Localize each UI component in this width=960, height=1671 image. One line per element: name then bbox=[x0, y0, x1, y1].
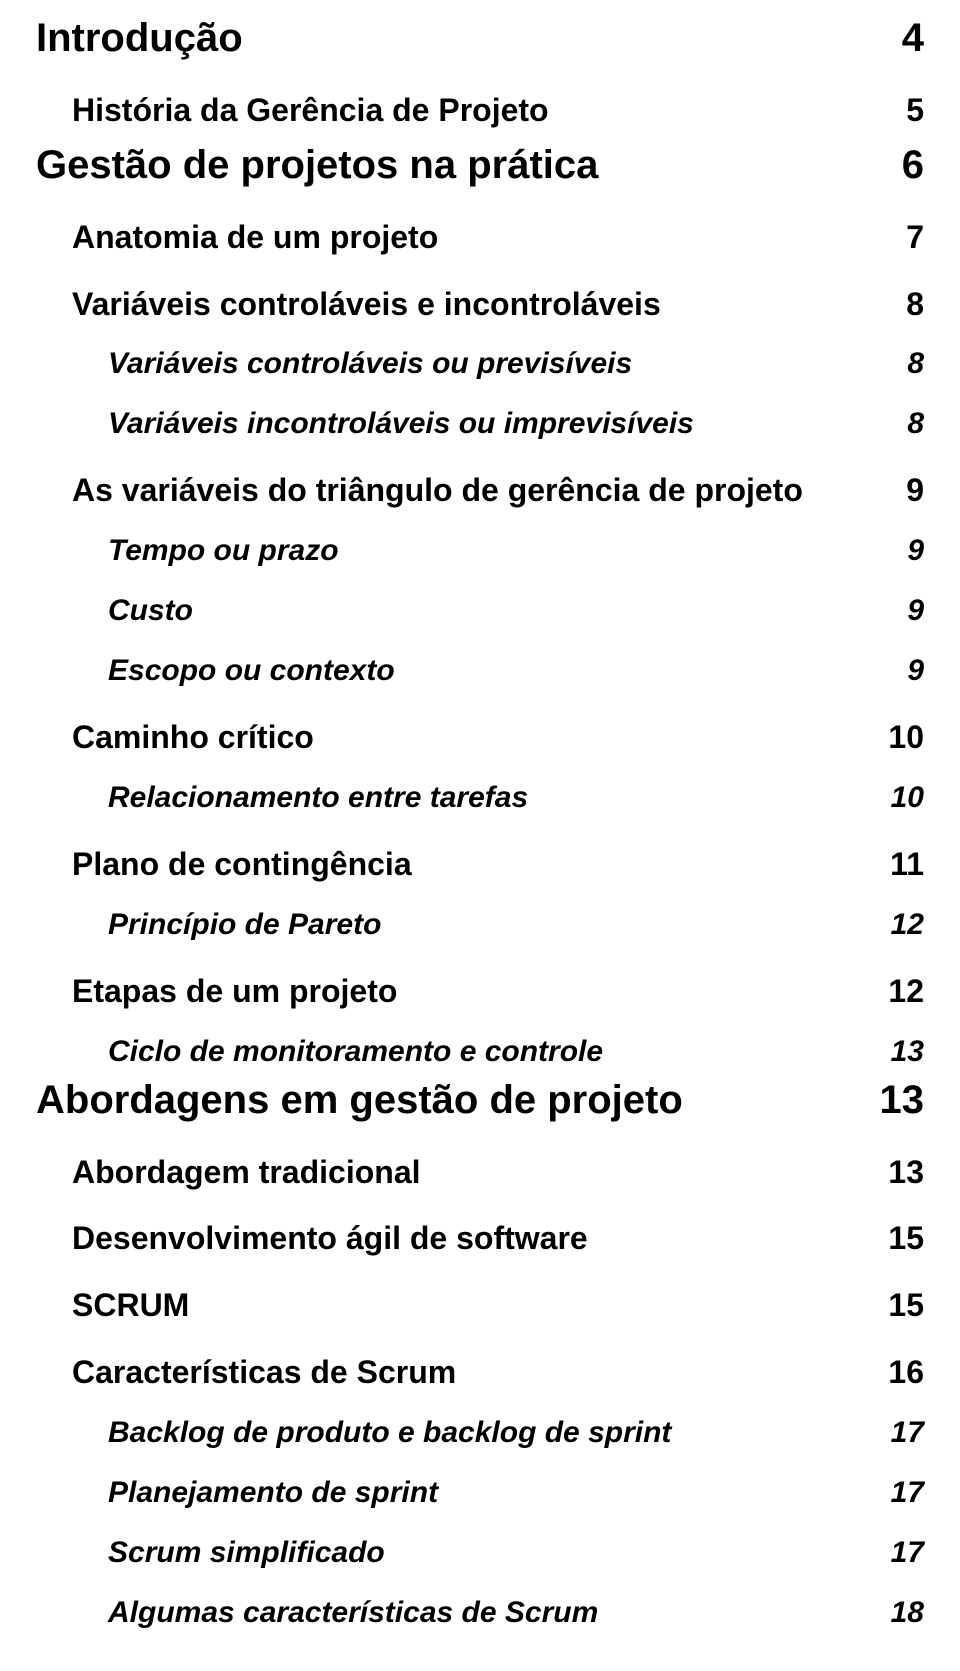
toc-entry-label: Gestão de projetos na prática bbox=[36, 143, 864, 187]
toc-entry-page: 17 bbox=[864, 1535, 924, 1571]
toc-entry-page: 16 bbox=[864, 1354, 924, 1391]
toc-entry-page: 4 bbox=[864, 16, 924, 60]
toc-entry: Ciclo de monitoramento e controle13 bbox=[108, 1034, 924, 1070]
toc-entry: Tempo ou prazo9 bbox=[108, 533, 924, 569]
toc-entry: SCRUM15 bbox=[72, 1287, 924, 1324]
toc-entry-page: 6 bbox=[864, 143, 924, 187]
toc-entry-label: Plano de contingência bbox=[72, 846, 864, 883]
toc-entry-label: Etapas de um projeto bbox=[72, 973, 864, 1010]
toc-entry-page: 9 bbox=[864, 653, 924, 689]
toc-entry-page: 10 bbox=[864, 719, 924, 756]
toc-entry: Caminho crítico10 bbox=[72, 719, 924, 756]
toc-entry-label: Escopo ou contexto bbox=[108, 653, 864, 689]
toc-entry: Algumas características de Scrum18 bbox=[108, 1595, 924, 1631]
toc-entry: Anatomia de um projeto7 bbox=[72, 219, 924, 256]
toc-entry-page: 18 bbox=[864, 1595, 924, 1631]
toc-entry: Variáveis controláveis e incontroláveis8 bbox=[72, 286, 924, 323]
toc-entry: Características de Scrum16 bbox=[72, 1354, 924, 1391]
toc-entry-label: Abordagem tradicional bbox=[72, 1154, 864, 1191]
toc-entry: Abordagem tradicional13 bbox=[72, 1154, 924, 1191]
toc-entry-label: Abordagens em gestão de projeto bbox=[36, 1078, 864, 1122]
toc-entry-page: 17 bbox=[864, 1475, 924, 1511]
toc-entry-label: Características de Scrum bbox=[72, 1354, 864, 1391]
toc-entry: Abordagens em gestão de projeto13 bbox=[36, 1078, 924, 1122]
toc-entry-label: Variáveis controláveis ou previsíveis bbox=[108, 346, 864, 382]
toc-entry-label: Desenvolvimento ágil de software bbox=[72, 1220, 864, 1257]
toc-entry: Variáveis incontroláveis ou imprevisívei… bbox=[108, 406, 924, 442]
table-of-contents: Introdução4História da Gerência de Proje… bbox=[36, 16, 924, 1631]
toc-entry-label: Scrum simplificado bbox=[108, 1535, 864, 1571]
toc-entry-page: 7 bbox=[864, 219, 924, 256]
toc-entry-label: Variáveis incontroláveis ou imprevisívei… bbox=[108, 406, 864, 442]
toc-entry: Variáveis controláveis ou previsíveis8 bbox=[108, 346, 924, 382]
toc-entry-label: História da Gerência de Projeto bbox=[72, 92, 864, 129]
toc-entry-page: 11 bbox=[864, 846, 924, 883]
toc-entry-page: 13 bbox=[864, 1154, 924, 1191]
toc-entry: Custo9 bbox=[108, 593, 924, 629]
toc-entry: Introdução4 bbox=[36, 16, 924, 60]
toc-entry-label: Backlog de produto e backlog de sprint bbox=[108, 1415, 864, 1451]
toc-entry: Relacionamento entre tarefas10 bbox=[108, 780, 924, 816]
toc-entry: Backlog de produto e backlog de sprint17 bbox=[108, 1415, 924, 1451]
toc-entry-page: 17 bbox=[864, 1415, 924, 1451]
toc-entry: Planejamento de sprint17 bbox=[108, 1475, 924, 1511]
toc-entry-label: Relacionamento entre tarefas bbox=[108, 780, 864, 816]
toc-entry: Desenvolvimento ágil de software15 bbox=[72, 1220, 924, 1257]
toc-entry-page: 8 bbox=[864, 346, 924, 382]
toc-entry-page: 9 bbox=[864, 472, 924, 509]
toc-entry: Etapas de um projeto12 bbox=[72, 973, 924, 1010]
toc-entry: Gestão de projetos na prática6 bbox=[36, 143, 924, 187]
toc-entry-page: 8 bbox=[864, 406, 924, 442]
toc-entry-page: 13 bbox=[864, 1078, 924, 1122]
toc-entry-label: Princípio de Pareto bbox=[108, 907, 864, 943]
toc-entry-page: 12 bbox=[864, 973, 924, 1010]
toc-entry-page: 10 bbox=[864, 780, 924, 816]
toc-entry-label: Ciclo de monitoramento e controle bbox=[108, 1034, 864, 1070]
toc-entry-label: Anatomia de um projeto bbox=[72, 219, 864, 256]
toc-entry-label: Variáveis controláveis e incontroláveis bbox=[72, 286, 864, 323]
toc-entry: Plano de contingência11 bbox=[72, 846, 924, 883]
toc-entry-page: 12 bbox=[864, 907, 924, 943]
toc-entry-page: 9 bbox=[864, 593, 924, 629]
toc-entry-page: 5 bbox=[864, 92, 924, 129]
toc-entry-label: Introdução bbox=[36, 16, 864, 60]
toc-entry-label: Caminho crítico bbox=[72, 719, 864, 756]
toc-entry-page: 15 bbox=[864, 1287, 924, 1324]
toc-entry-page: 9 bbox=[864, 533, 924, 569]
toc-entry-label: Tempo ou prazo bbox=[108, 533, 864, 569]
toc-entry: Escopo ou contexto9 bbox=[108, 653, 924, 689]
toc-entry-label: Algumas características de Scrum bbox=[108, 1595, 864, 1631]
toc-entry-label: Planejamento de sprint bbox=[108, 1475, 864, 1511]
toc-entry: História da Gerência de Projeto5 bbox=[72, 92, 924, 129]
toc-entry: Princípio de Pareto12 bbox=[108, 907, 924, 943]
toc-entry-label: Custo bbox=[108, 593, 864, 629]
toc-entry: Scrum simplificado17 bbox=[108, 1535, 924, 1571]
toc-entry: As variáveis do triângulo de gerência de… bbox=[72, 472, 924, 509]
toc-entry-label: SCRUM bbox=[72, 1287, 864, 1324]
toc-entry-page: 15 bbox=[864, 1220, 924, 1257]
toc-entry-page: 8 bbox=[864, 286, 924, 323]
toc-entry-page: 13 bbox=[864, 1034, 924, 1070]
toc-entry-label: As variáveis do triângulo de gerência de… bbox=[72, 472, 864, 509]
